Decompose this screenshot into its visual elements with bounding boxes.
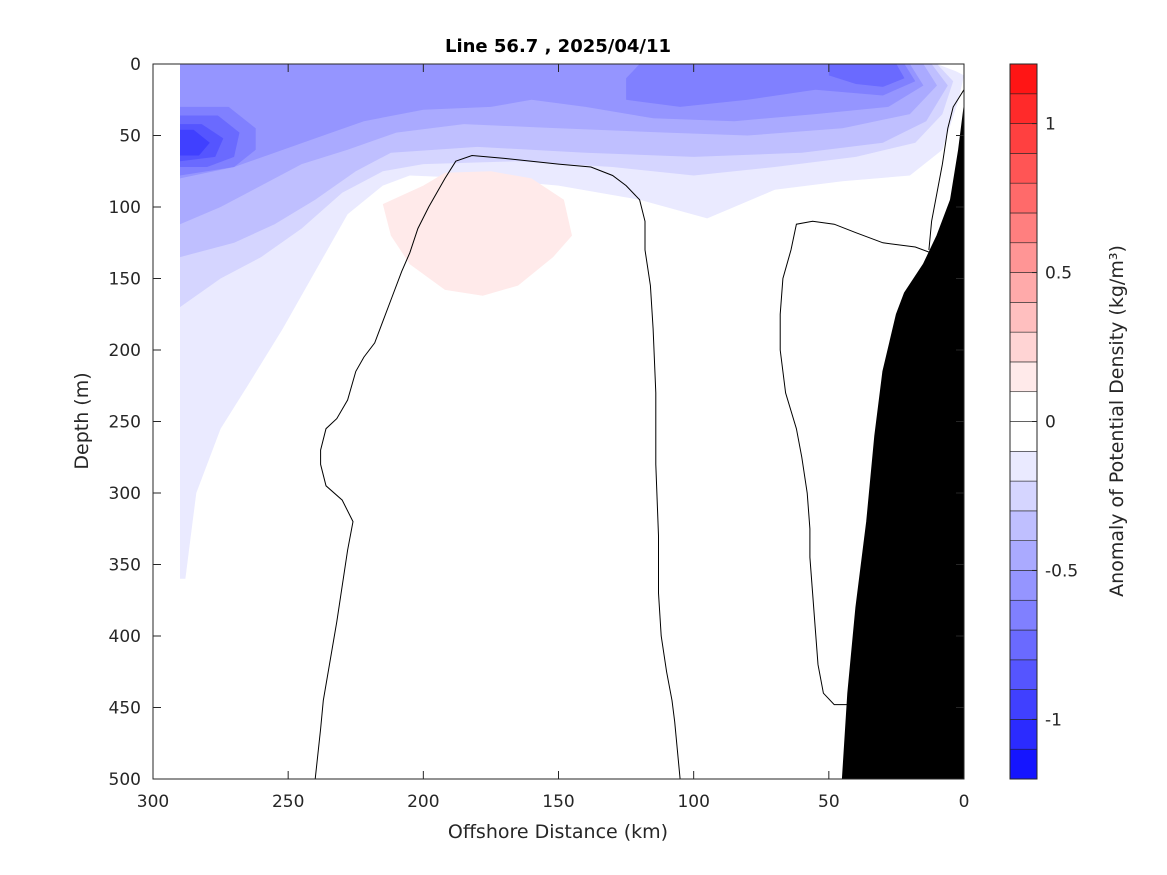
colorbar-segment: [1009, 450, 1038, 482]
colorbar-segment: [1009, 302, 1038, 333]
colorbar-tick-label: 0.5: [1045, 264, 1072, 284]
colorbar-segment: [1009, 242, 1038, 273]
colorbar-tick-label: 1: [1045, 115, 1056, 135]
density-fill-layer: [180, 64, 964, 579]
x-tick-label: 150: [542, 792, 574, 812]
colorbar-segment: [1009, 153, 1038, 184]
y-tick-label: 200: [109, 341, 141, 361]
zero-contour-2: [779, 220, 949, 706]
x-tick-label: 250: [272, 792, 304, 812]
colorbar-segment: [1009, 272, 1038, 303]
y-tick-label: 500: [109, 770, 141, 790]
colorbar-tick-label: -0.5: [1045, 561, 1078, 581]
y-tick-label: 300: [109, 484, 141, 504]
y-tick-label: 450: [109, 699, 141, 719]
zero-contour-3: [928, 89, 964, 250]
y-tick-label: 50: [119, 127, 141, 147]
zero-contour-0: [314, 154, 681, 779]
y-tick-label: 250: [109, 413, 141, 433]
colorbar-segment: [1009, 93, 1038, 124]
colorbar-segment: [1009, 391, 1038, 422]
x-tick-label: 0: [959, 792, 970, 812]
colorbar-segment: [1009, 361, 1038, 393]
x-tick-label: 300: [137, 792, 169, 812]
colorbar-segment: [1009, 480, 1038, 512]
y-axis-label: Depth (m): [71, 372, 93, 469]
density-region-7: [828, 64, 905, 87]
colorbar-segment: [1009, 212, 1038, 244]
colorbar-ticks: 1 0.5 0 -0.5 -1: [1032, 115, 1078, 730]
density-region-11: [382, 171, 572, 296]
colorbar-segment: [1009, 510, 1038, 541]
colorbar-segment: [1009, 421, 1038, 452]
colorbar: [1009, 63, 1038, 780]
colorbar-segment: [1009, 659, 1038, 690]
plot-area: 300 250 200 150 100 50 0 050100150200250300350…: [109, 55, 970, 812]
y-tick-label: 350: [109, 556, 141, 576]
colorbar-segment: [1009, 748, 1038, 780]
x-tick-label: 200: [407, 792, 439, 812]
chart-title: Line 56.7 , 2025/04/11: [445, 36, 671, 57]
colorbar-segment: [1009, 123, 1038, 154]
colorbar-segment: [1009, 331, 1038, 363]
colorbar-label: Anomaly of Potential Density (kg/m³): [1106, 245, 1128, 597]
y-tick-label: 100: [109, 198, 141, 218]
x-axis-ticks: 300 250 200 150 100 50 0: [137, 64, 970, 812]
y-tick-label: 400: [109, 627, 141, 647]
colorbar-segment: [1009, 540, 1038, 571]
colorbar-segment: [1009, 182, 1038, 214]
colorbar-segment: [1009, 599, 1038, 631]
colorbar-tick-label: -1: [1045, 710, 1062, 730]
colorbar-segment: [1009, 629, 1038, 661]
x-axis-label: Offshore Distance (km): [448, 821, 668, 843]
x-tick-label: 100: [677, 792, 709, 812]
seafloor-polygon: [841, 106, 964, 779]
bathymetry-layer: [841, 106, 964, 779]
colorbar-segment: [1009, 689, 1038, 720]
y-tick-label: 0: [130, 55, 141, 75]
x-tick-label: 50: [818, 792, 840, 812]
density-region-10: [180, 129, 210, 156]
colorbar-tick-label: 0: [1045, 413, 1056, 433]
y-axis-ticks: 0 50 100 150 200 250 300 350 400 450 500: [109, 55, 964, 790]
colorbar-segment: [1009, 570, 1038, 601]
colorbar-segment: [1009, 63, 1038, 95]
colorbar-segment: [1009, 719, 1038, 750]
y-tick-label: 150: [109, 270, 141, 290]
